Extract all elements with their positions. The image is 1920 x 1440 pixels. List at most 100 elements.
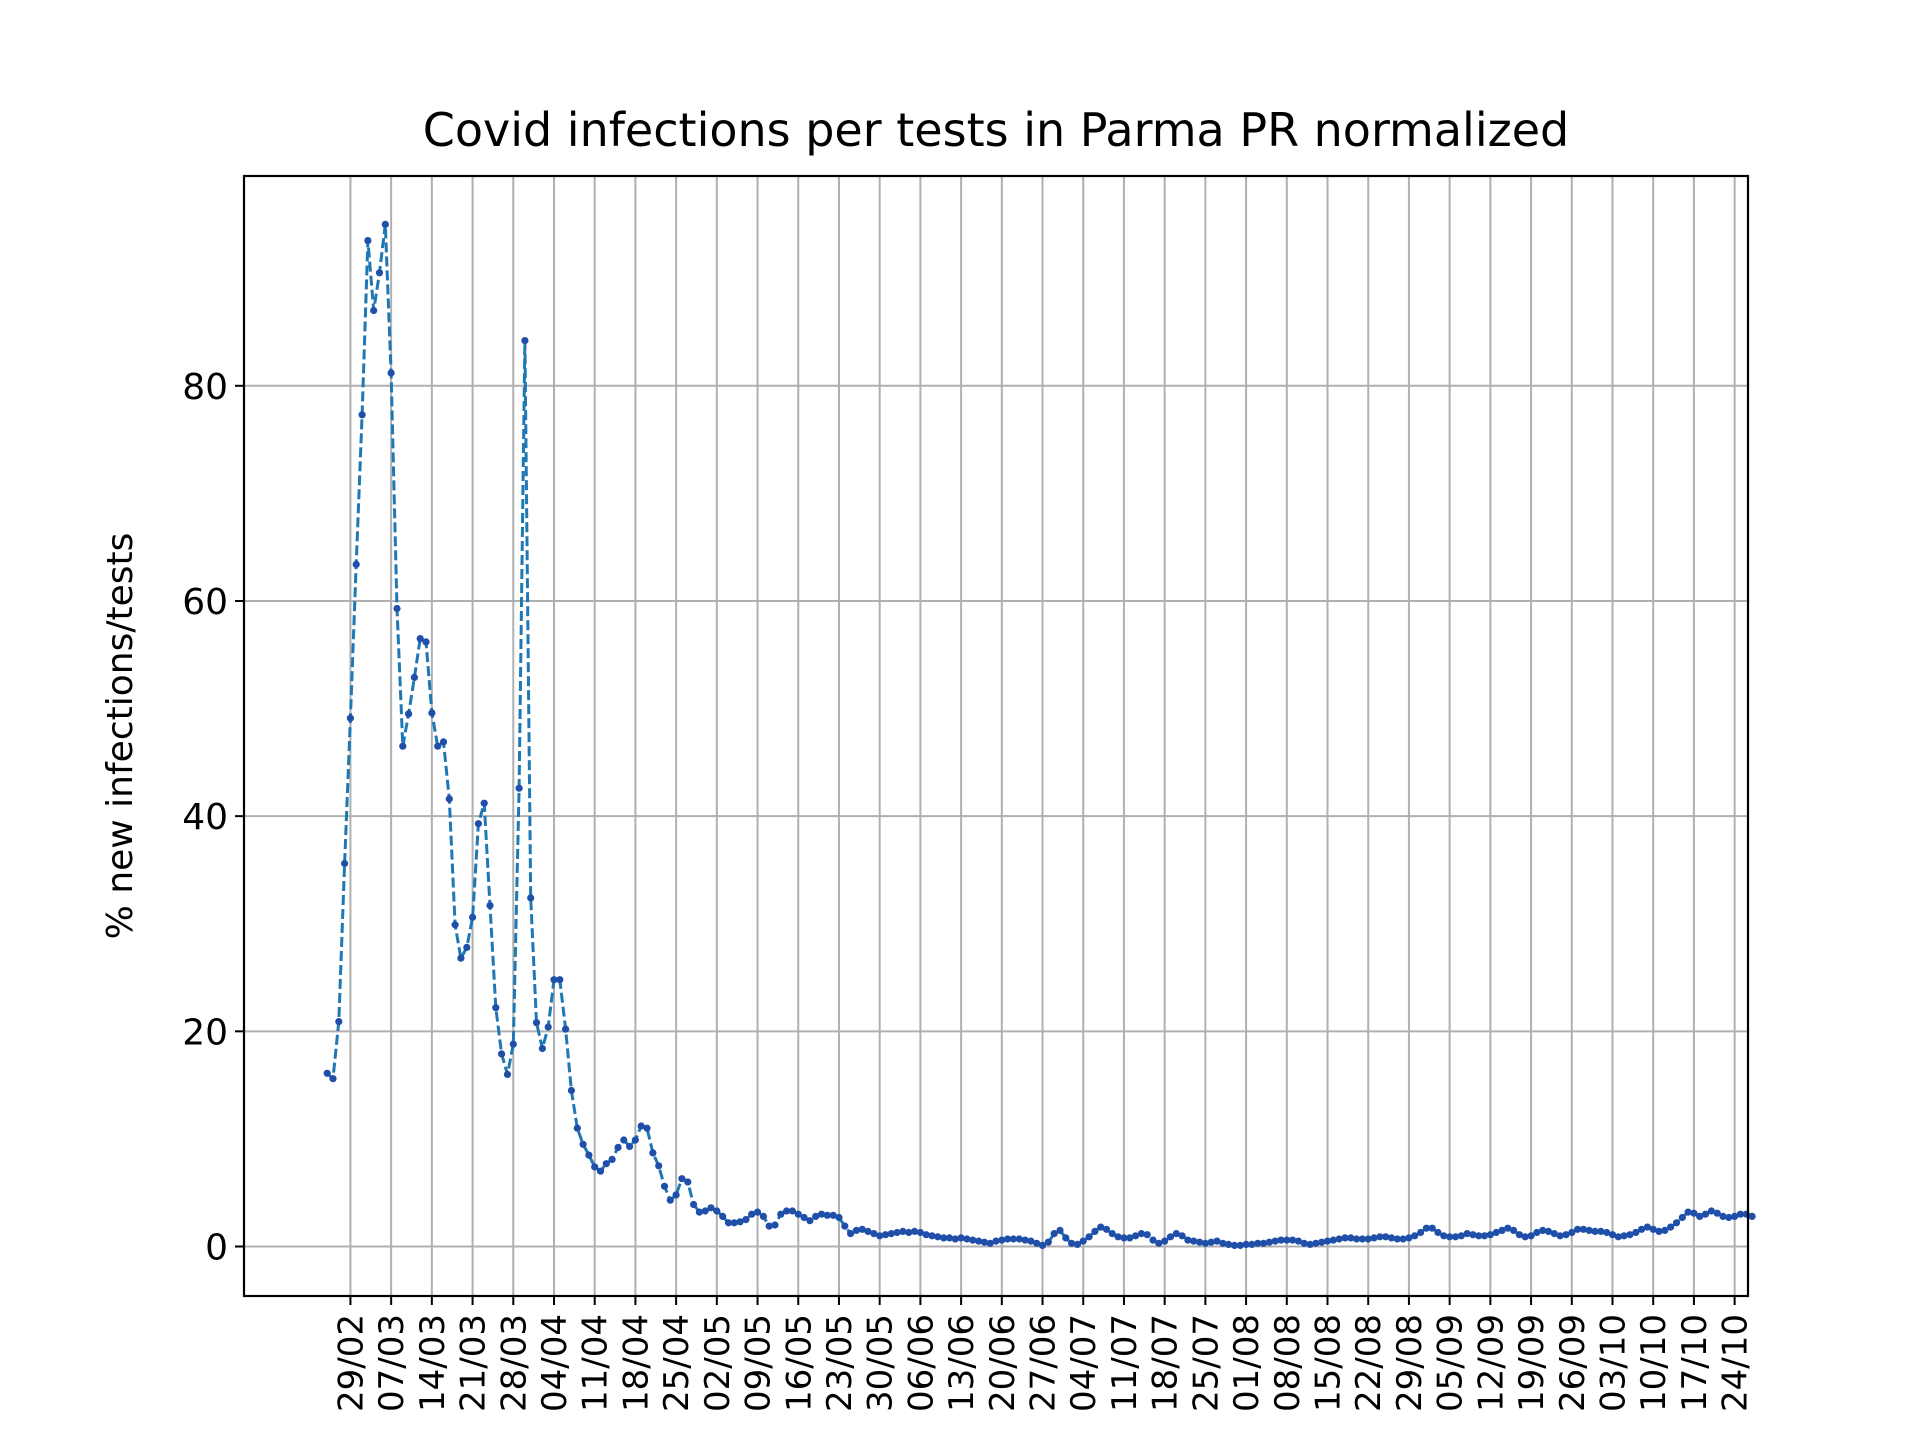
x-tick-label: 05/09 [1431, 1314, 1471, 1412]
data-point [823, 1211, 831, 1219]
data-point [1678, 1213, 1686, 1222]
data-point [678, 1175, 686, 1183]
data-point [346, 714, 354, 722]
data-point [631, 1136, 640, 1144]
data-point [934, 1233, 942, 1241]
data-point [1632, 1228, 1640, 1237]
data-point [492, 1004, 500, 1012]
data-point [602, 1160, 610, 1168]
data-point [905, 1228, 913, 1237]
data-point [1533, 1228, 1541, 1237]
data-point [1597, 1227, 1605, 1235]
data-point [1213, 1237, 1221, 1245]
data-point [1428, 1224, 1436, 1232]
data-point [1143, 1231, 1151, 1239]
x-tick-label: 10/10 [1634, 1314, 1674, 1412]
data-point [1236, 1241, 1244, 1249]
data-point [1335, 1235, 1343, 1243]
data-point [1044, 1238, 1052, 1246]
data-point [829, 1211, 837, 1219]
data-point [969, 1236, 977, 1244]
data-point [1172, 1230, 1180, 1238]
data-point [1132, 1232, 1140, 1240]
data-point [980, 1238, 989, 1246]
data-point [1079, 1237, 1087, 1245]
data-point [1265, 1238, 1273, 1246]
data-point [370, 306, 378, 315]
data-point [1736, 1210, 1744, 1218]
data-point [591, 1163, 599, 1171]
data-point [498, 1050, 506, 1058]
data-point [375, 269, 384, 277]
data-point [1661, 1226, 1669, 1234]
data-point [911, 1227, 919, 1235]
data-point [1550, 1230, 1558, 1238]
data-point [486, 901, 494, 910]
data-point [463, 943, 471, 952]
data-point [998, 1236, 1006, 1244]
x-tick-label: 24/10 [1716, 1314, 1756, 1412]
y-tick-label: 0 [205, 1228, 228, 1269]
data-point [1451, 1233, 1460, 1241]
x-tick-label: 02/05 [698, 1314, 738, 1412]
data-point [1277, 1236, 1285, 1244]
data-point [771, 1221, 779, 1229]
data-point [951, 1235, 959, 1243]
data-point [1033, 1239, 1041, 1247]
data-point [1626, 1231, 1634, 1239]
data-point [695, 1208, 704, 1216]
data-point [1347, 1234, 1355, 1242]
data-point [1207, 1238, 1215, 1246]
data-point [1579, 1225, 1587, 1233]
y-tick-label: 80 [182, 367, 228, 408]
data-point [567, 1086, 576, 1095]
x-tick-label: 11/07 [1105, 1314, 1145, 1412]
data-point [1155, 1239, 1163, 1247]
data-point [707, 1204, 715, 1212]
data-point [1196, 1238, 1204, 1246]
data-point [1126, 1234, 1134, 1242]
data-point [532, 1019, 541, 1027]
data-point [1638, 1225, 1646, 1233]
data-point [730, 1219, 738, 1227]
data-point [1364, 1235, 1372, 1243]
data-point [1440, 1232, 1448, 1240]
data-point [1283, 1236, 1291, 1244]
data-point [847, 1230, 855, 1238]
data-point [777, 1210, 785, 1218]
x-tick-label: 26/09 [1553, 1314, 1593, 1412]
data-point [1521, 1233, 1529, 1241]
x-tick-label: 25/04 [657, 1314, 697, 1412]
data-point [1230, 1241, 1239, 1249]
data-point [800, 1213, 808, 1222]
data-point [643, 1124, 651, 1132]
data-point [841, 1222, 849, 1230]
data-point [713, 1207, 721, 1215]
data-point [1190, 1237, 1198, 1245]
data-point [1480, 1232, 1489, 1240]
data-point [1539, 1226, 1547, 1234]
x-tick-label: 07/03 [372, 1314, 412, 1412]
data-point [474, 820, 482, 828]
data-point [1515, 1231, 1523, 1239]
x-tick-label: 01/08 [1227, 1314, 1267, 1412]
data-point [852, 1226, 861, 1234]
data-point [1341, 1234, 1349, 1242]
data-point [806, 1217, 814, 1225]
data-point [1050, 1230, 1058, 1238]
data-point [1254, 1239, 1262, 1247]
data-point [666, 1196, 674, 1204]
x-tick-label: 11/04 [576, 1314, 616, 1412]
data-point [352, 560, 360, 569]
data-point [794, 1210, 802, 1218]
data-point [1667, 1223, 1675, 1231]
x-tick-label: 14/03 [413, 1314, 453, 1412]
data-point [1457, 1232, 1465, 1240]
x-tick-label: 03/10 [1593, 1314, 1633, 1412]
data-point [1108, 1230, 1116, 1238]
x-tick-label: 19/09 [1512, 1314, 1552, 1412]
data-point [405, 710, 413, 718]
data-point [1591, 1227, 1599, 1235]
x-tick-label: 20/06 [983, 1314, 1023, 1412]
